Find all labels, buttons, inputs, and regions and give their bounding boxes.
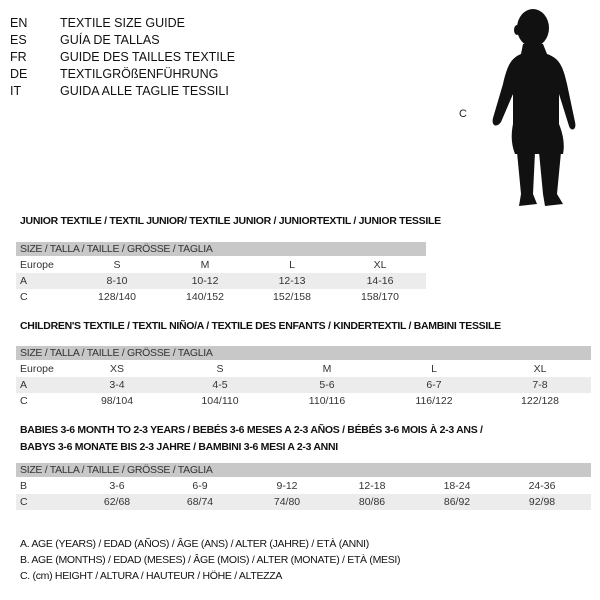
table-cell: 68/74 (186, 496, 214, 508)
row-label: C (20, 395, 28, 407)
table-cell: 104/110 (201, 395, 239, 407)
child-silhouette-figure (492, 9, 576, 206)
row-label: A (20, 379, 28, 391)
table-cell: 128/140 (98, 291, 136, 303)
table-row: C 128/140 140/152 152/158 158/170 (16, 289, 426, 305)
table-cell: 4-5 (212, 379, 228, 391)
size-table-header: SIZE / TALLA / TAILLE / GRÖSSE / TAGLIA (16, 346, 591, 360)
table-cell: 9-12 (276, 480, 298, 492)
children-section-title: CHILDREN'S TEXTILE / TEXTIL NIÑO/A / TEX… (20, 320, 501, 332)
table-cell: 122/128 (521, 395, 559, 407)
table-cell: S (216, 363, 224, 375)
table-cell: 5-6 (319, 379, 335, 391)
row-label: Europe (20, 363, 54, 375)
table-cell: 86/92 (443, 496, 471, 508)
language-line: IT GUIDA ALLE TAGLIE TESSILI (10, 83, 310, 100)
figure-height-label: C (459, 108, 467, 120)
table-row: Europe XS S M L XL (16, 361, 591, 377)
table-row: C 98/104 104/110 110/116 116/122 122/128 (16, 393, 591, 409)
table-cell: 6-7 (426, 379, 442, 391)
table-row: C 62/68 68/74 74/80 80/86 86/92 92/98 (16, 494, 591, 510)
table-cell: 80/86 (358, 496, 386, 508)
table-cell: XL (533, 363, 547, 375)
table-cell: M (322, 363, 332, 375)
language-line: DE TEXTILGRÖßENFÜHRUNG (10, 66, 310, 83)
table-cell: 18-24 (443, 480, 471, 492)
size-table-header: SIZE / TALLA / TAILLE / GRÖSSE / TAGLIA (16, 242, 426, 256)
table-row: B 3-6 6-9 9-12 12-18 18-24 24-36 (16, 478, 591, 494)
table-cell: 12-13 (278, 275, 306, 287)
table-cell: S (113, 259, 121, 271)
table-row: A 8-10 10-12 12-13 14-16 (16, 273, 426, 289)
language-title: GUIDA ALLE TAGLIE TESSILI (60, 84, 229, 98)
table-cell: 3-6 (109, 480, 125, 492)
language-line: EN TEXTILE SIZE GUIDE (10, 15, 310, 32)
table-cell: XL (373, 259, 387, 271)
language-title: GUIDE DES TAILLES TEXTILE (60, 50, 236, 64)
size-table-header: SIZE / TALLA / TAILLE / GRÖSSE / TAGLIA (16, 463, 591, 477)
table-cell: 62/68 (103, 496, 131, 508)
table-row: A 3-4 4-5 5-6 6-7 7-8 (16, 377, 591, 393)
legend-line: A. AGE (YEARS) / EDAD (AÑOS) / ÂGE (ANS)… (20, 538, 369, 550)
row-label: B (20, 480, 28, 492)
table-cell: 14-16 (366, 275, 394, 287)
row-label: C (20, 291, 28, 303)
table-cell: 3-4 (109, 379, 125, 391)
table-cell: XS (109, 363, 125, 375)
language-title: GUÍA DE TALLAS (60, 33, 160, 47)
language-code: IT (10, 84, 22, 98)
language-code: FR (10, 50, 27, 64)
row-label: A (20, 275, 28, 287)
language-code: ES (10, 33, 27, 47)
table-cell: L (431, 363, 437, 375)
table-cell: 6-9 (192, 480, 208, 492)
babies-section-title-2: BABYS 3-6 MONATE BIS 2-3 JAHRE / BAMBINI… (20, 441, 338, 453)
table-cell: 98/104 (100, 395, 134, 407)
table-cell: 7-8 (532, 379, 548, 391)
table-row: Europe S M L XL (16, 257, 426, 273)
table-cell: 110/116 (308, 395, 346, 407)
language-code: DE (10, 67, 28, 81)
language-line: ES GUÍA DE TALLAS (10, 32, 310, 49)
table-cell: 8-10 (106, 275, 128, 287)
language-title: TEXTILE SIZE GUIDE (60, 16, 186, 30)
table-cell: 74/80 (273, 496, 301, 508)
table-cell: 140/152 (186, 291, 224, 303)
junior-section-title: JUNIOR TEXTILE / TEXTIL JUNIOR/ TEXTILE … (20, 215, 441, 227)
table-cell: 116/122 (415, 395, 453, 407)
legend-line: B. AGE (MONTHS) / EDAD (MESES) / ÂGE (MO… (20, 554, 401, 566)
language-title: TEXTILGRÖßENFÜHRUNG (60, 67, 219, 81)
table-cell: L (289, 259, 295, 271)
legend-line: C. (cm) HEIGHT / ALTURA / HAUTEUR / HÖHE… (20, 570, 283, 582)
language-code: EN (10, 16, 28, 30)
table-cell: 10-12 (191, 275, 219, 287)
row-label: Europe (20, 259, 54, 271)
table-cell: 24-36 (528, 480, 556, 492)
table-cell: M (200, 259, 210, 271)
language-line: FR GUIDE DES TAILLES TEXTILE (10, 49, 310, 66)
table-cell: 92/98 (528, 496, 556, 508)
table-cell: 12-18 (358, 480, 386, 492)
row-label: C (20, 496, 28, 508)
table-cell: 158/170 (361, 291, 399, 303)
table-cell: 152/158 (273, 291, 311, 303)
babies-section-title-1: BABIES 3-6 MONTH TO 2-3 YEARS / BEBÉS 3-… (20, 424, 483, 436)
